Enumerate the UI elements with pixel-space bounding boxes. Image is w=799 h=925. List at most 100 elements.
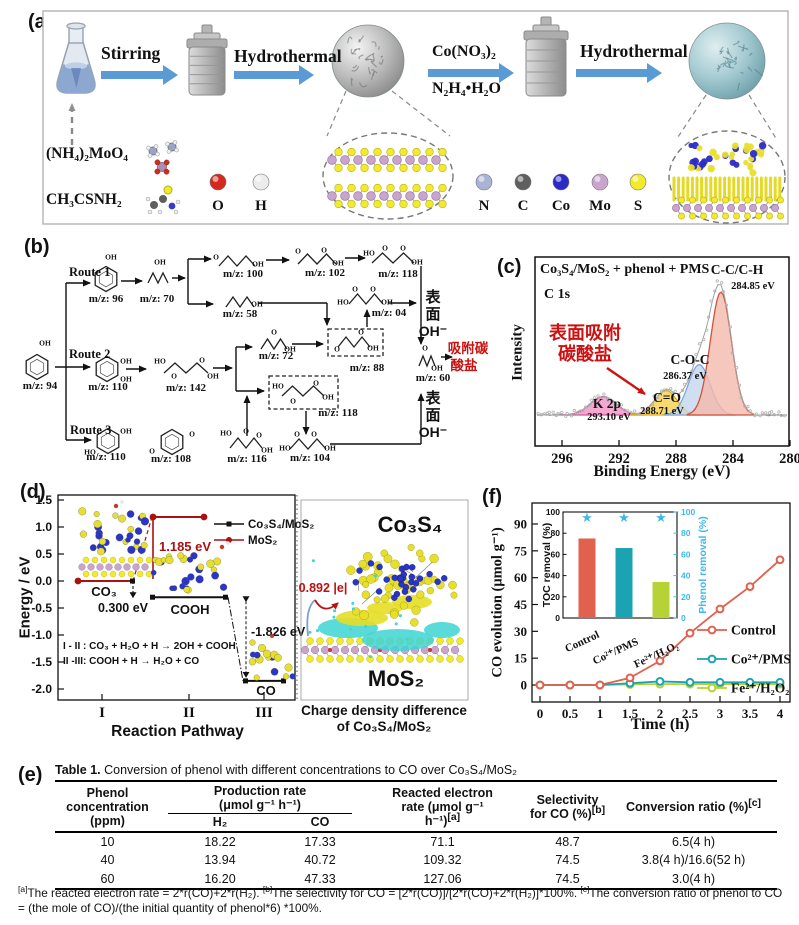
process-arrow-icon [234, 65, 314, 85]
svg-text:HO: HO [363, 249, 375, 258]
charge-density-caption-1: Charge density difference [301, 703, 467, 718]
structure-inset-image [78, 500, 153, 578]
svg-text:O: O [295, 247, 301, 256]
table-footnotes: [a]The reacted electron rate = 2*r(CO)+2… [18, 884, 783, 916]
svg-text:O: O [352, 285, 358, 294]
table-cell: 3.8(4 h)/16.6(52 h) [641, 853, 746, 868]
inset-left-tick: 80 [551, 528, 561, 538]
energy-legend-mos2: MoS₂ [248, 535, 277, 547]
co-data-point [685, 677, 695, 687]
svg-text:O: O [370, 285, 376, 294]
mz-label: m/z: 116 [227, 453, 267, 465]
co-data-point [775, 677, 785, 687]
svg-text:HO: HO [337, 298, 349, 307]
svg-text:O: O [311, 430, 317, 439]
precursor-thioacetamide: CH₃CSNH₂ [46, 191, 122, 208]
energy-y-tick: -1.5 [31, 655, 52, 669]
svg-text:面: 面 [425, 407, 440, 424]
charge-density-caption-2: of Co₃S₄/MoS₂ [336, 719, 432, 734]
table-cell: 127.06 [423, 871, 462, 886]
energy-legend-co3s4mos2: Co₃S₄/MoS₂ [248, 519, 314, 531]
table-row: 60 16.20 47.33 127.06 74.5 3.0(4 h) [55, 870, 777, 890]
inset-left-tick: 60 [551, 549, 561, 559]
atom-legend-item: C [514, 173, 532, 214]
svg-text:HO: HO [272, 382, 284, 391]
atom-legend-item: S [629, 173, 647, 214]
svg-text:OH: OH [252, 260, 264, 269]
inset-category-label: Fe²⁺/H₂O₂ [632, 640, 681, 671]
table-group-header: Production rate (μmol g⁻¹ h⁻¹) H₂ CO [160, 782, 360, 831]
co-data-point [625, 673, 635, 683]
energy-step-0300: 0.300 eV [98, 601, 149, 615]
svg-text:O: O [321, 246, 327, 255]
atom-legend-label: H [255, 198, 267, 214]
atom-legend-item: N [475, 173, 493, 214]
xps-peak-energy: 288.71 eV [640, 406, 684, 417]
process-arrow-icon [428, 63, 514, 83]
table-cell: 48.7 [555, 835, 580, 849]
route-2-label: Route 2 [69, 347, 110, 361]
co-plot-frame [531, 502, 791, 703]
xps-x-tick: 288 [665, 451, 687, 467]
svg-text:OH: OH [284, 345, 296, 354]
equation-2: II -III: COOH + H → H₂O + CO [63, 656, 199, 667]
molecule-node: O O OHm/z: 102 [295, 246, 345, 280]
atom-legend-label: O [212, 198, 224, 214]
svg-text:酸盐: 酸盐 [451, 357, 478, 373]
energy-x-tick: II [183, 705, 195, 721]
molecule-node: O OHm/z: 100 [213, 253, 264, 281]
svg-text:OH: OH [324, 444, 336, 453]
co-y-tick: 30 [514, 624, 527, 639]
energy-step-1185: 1.185 eV [159, 539, 211, 554]
microsphere-image [688, 22, 766, 100]
svg-text:O: O [400, 244, 406, 253]
svg-text:O: O [382, 244, 388, 253]
co-x-tick: 1 [597, 706, 604, 721]
energy-y-tick: -1.0 [31, 628, 52, 642]
table-cell: 13.94 [204, 853, 236, 868]
table-row: 10 18.22 17.33 71.1 48.7 6.5(4 h) [55, 833, 777, 851]
mz-label: m/z: 110 [88, 381, 128, 393]
energy-y-tick: -2.0 [31, 682, 52, 696]
co-x-tick: 2 [657, 706, 664, 721]
phenol-removal-star: ★ [655, 510, 667, 525]
svg-text:O: O [256, 431, 262, 440]
table-cell: 60 [100, 871, 115, 886]
xps-peak-label: C-C/C-H [711, 262, 764, 277]
autoclave-icon [186, 24, 228, 96]
thioacetamide-molecule-icon [145, 185, 181, 215]
mz-label: m/z: 04 [372, 307, 407, 319]
atom-legend-label: C [518, 198, 529, 214]
panel-d-energy-diagram: 1.51.00.50.0-0.5-1.0-1.5-2.0I II III1.185 … [31, 493, 469, 721]
energy-x-axis-label: Reaction Pathway [111, 723, 244, 740]
reagent-hydrazine: N₂H₄•H₂O [432, 80, 501, 97]
molecule-node: O OHO OHm/z: 04 [337, 285, 407, 320]
svg-text:OH: OH [207, 372, 219, 381]
mos2-structure-label: MoS₂ [367, 666, 425, 691]
mz-label: m/z: 72 [259, 350, 294, 362]
molecule-node: O OHO OHm/z: 104 [279, 430, 336, 465]
co-data-point [655, 656, 665, 666]
svg-text:OH: OH [120, 427, 132, 436]
phenol-removal-star: ★ [618, 510, 630, 525]
xps-peak-label: C=O [653, 390, 681, 405]
energy-y-tick: 1.0 [35, 520, 52, 534]
xps-x-tick: 284 [722, 451, 744, 467]
svg-text:OH: OH [154, 258, 166, 267]
svg-text:O: O [290, 397, 296, 406]
inset-bar [615, 548, 633, 618]
inset-right-tick: 80 [681, 528, 691, 538]
charge-transfer-value: 0.892 |e| [298, 581, 348, 595]
inset-right-tick: 20 [681, 592, 691, 602]
table-cell: 16.20 [204, 871, 236, 886]
xps-plot-frame [534, 256, 790, 447]
molecule-node: HO O O OHm/z: 118 [363, 244, 423, 281]
svg-text:O: O [149, 447, 155, 456]
table-grid: Phenol concentration (ppm) Production rate(… [55, 780, 777, 890]
flask-icon [56, 22, 96, 94]
energy-y-axis-label: Energy / eV [16, 556, 34, 639]
xps-peak-energy: 293.10 eV [587, 412, 631, 423]
inset-left-tick: 100 [546, 507, 560, 517]
inset-left-tick: 20 [551, 592, 561, 602]
